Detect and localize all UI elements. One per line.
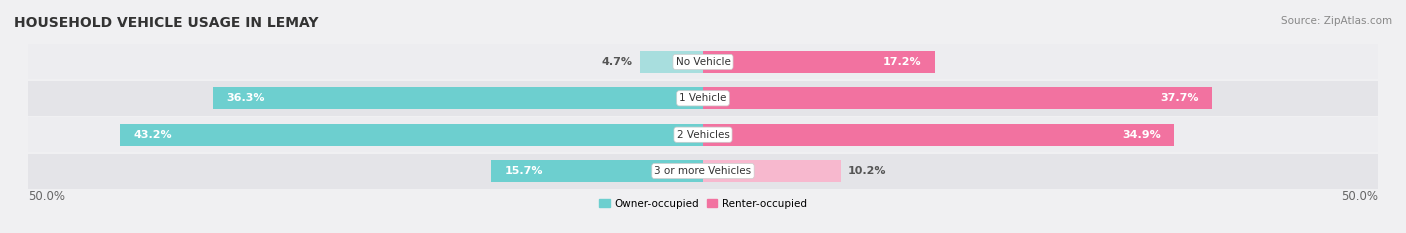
Legend: Owner-occupied, Renter-occupied: Owner-occupied, Renter-occupied (595, 194, 811, 213)
Text: 34.9%: 34.9% (1122, 130, 1160, 140)
Text: 37.7%: 37.7% (1160, 93, 1198, 103)
Text: 1 Vehicle: 1 Vehicle (679, 93, 727, 103)
Bar (640, 51, 703, 73)
Text: 10.2%: 10.2% (848, 166, 886, 176)
Text: 3 or more Vehicles: 3 or more Vehicles (654, 166, 752, 176)
Text: 15.7%: 15.7% (505, 166, 543, 176)
Bar (703, 160, 841, 182)
Text: 36.3%: 36.3% (226, 93, 266, 103)
Text: Source: ZipAtlas.com: Source: ZipAtlas.com (1281, 16, 1392, 26)
Text: HOUSEHOLD VEHICLE USAGE IN LEMAY: HOUSEHOLD VEHICLE USAGE IN LEMAY (14, 16, 319, 30)
Text: No Vehicle: No Vehicle (675, 57, 731, 67)
Bar (28, 117, 1378, 152)
Text: 17.2%: 17.2% (883, 57, 922, 67)
Bar (28, 45, 1378, 79)
Text: 50.0%: 50.0% (28, 190, 65, 203)
Text: 50.0%: 50.0% (1341, 190, 1378, 203)
Bar (28, 81, 1378, 116)
Bar (28, 154, 1378, 188)
Bar (703, 124, 1174, 146)
Bar (703, 51, 935, 73)
Text: 2 Vehicles: 2 Vehicles (676, 130, 730, 140)
Bar (214, 87, 703, 109)
Bar (491, 160, 703, 182)
Bar (120, 124, 703, 146)
Text: 43.2%: 43.2% (134, 130, 172, 140)
Text: 4.7%: 4.7% (602, 57, 633, 67)
Bar (703, 87, 1212, 109)
